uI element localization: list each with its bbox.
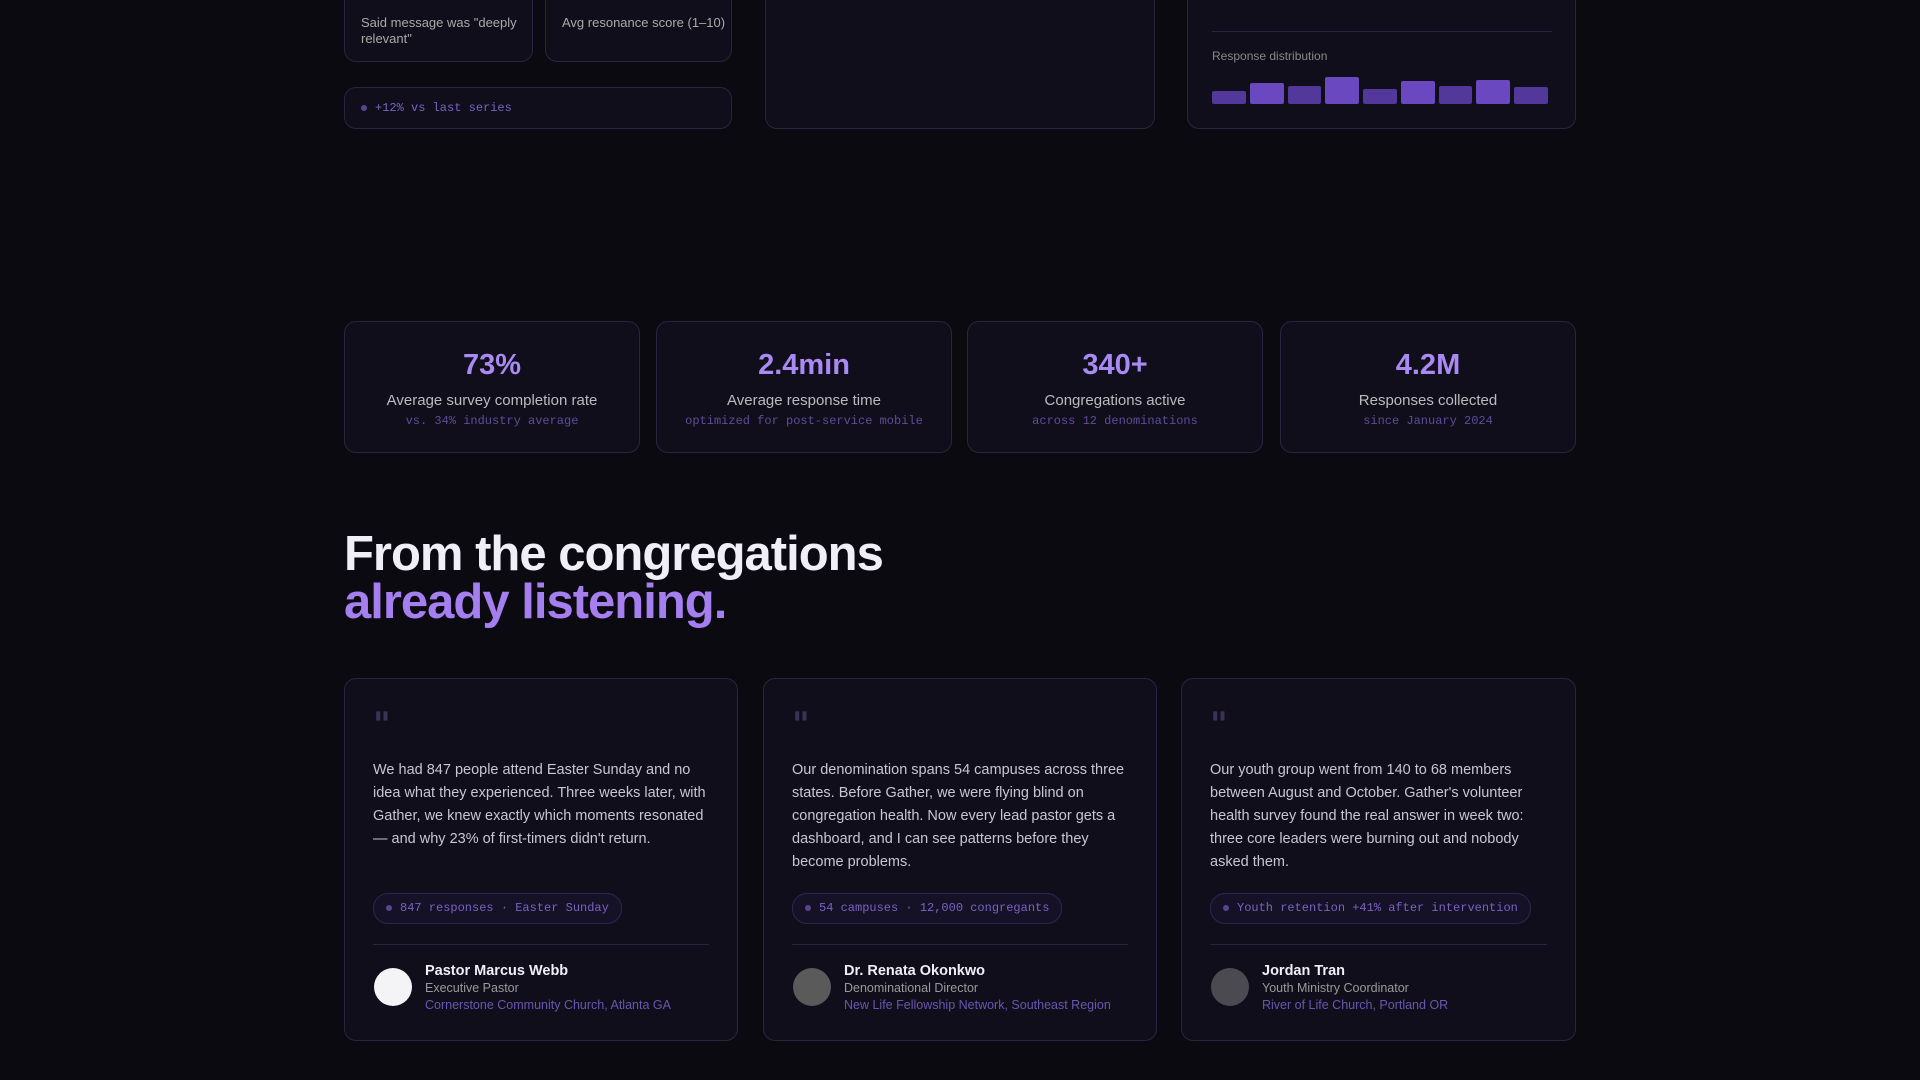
stat-note: across 12 denominations [1032, 414, 1198, 428]
tag-pill: 54 campuses · 12,000 congregants [792, 893, 1063, 924]
panel: Response distribution [1187, 0, 1576, 129]
stat-note: optimized for post-service mobile [685, 414, 923, 428]
dot [1223, 904, 1229, 911]
tag: Youth retention +41% after intervention [1237, 901, 1518, 915]
dist-label: Response distribution [1212, 49, 1328, 63]
bar [1287, 86, 1322, 104]
pill-text: +12% vs last series [361, 101, 512, 115]
role: Executive Pastor [425, 981, 519, 995]
name: Pastor Marcus Webb [425, 963, 569, 979]
org: Cornerstone Community Church, Atlanta GA [425, 998, 671, 1012]
heading-accent: already listening. [344, 575, 727, 629]
bar [1438, 86, 1473, 104]
panel [765, 0, 1155, 129]
divider [792, 944, 1128, 945]
stat-note: vs. 34% industry average [405, 414, 579, 428]
label: Said message was "deeply relevant" [361, 15, 517, 46]
bar [1476, 79, 1511, 104]
bar [1514, 87, 1548, 104]
testimonial-card: " We had 847 people attend Easter Sunday … [344, 678, 738, 1041]
stat-value: 340+ [1082, 349, 1148, 381]
quote-mark: " [373, 705, 391, 745]
stat-label: Responses collected [1358, 392, 1498, 409]
stat-value: 4.2M [1395, 349, 1461, 381]
bar [1400, 80, 1435, 104]
name: Dr. Renata Okonkwo [844, 963, 986, 979]
stat-label: Average survey completion rate [386, 392, 598, 409]
role: Denominational Director [844, 981, 979, 995]
label: Avg resonance score (1–10) [562, 15, 726, 30]
stat-card: 4.2M Responses collected since January 202… [1280, 321, 1576, 453]
name: Jordan Tran [1262, 963, 1345, 979]
bars [1212, 77, 1552, 104]
quote: Our youth group went from 140 to 68 memb… [1210, 762, 1524, 870]
top-card: Said message was "deeply relevant" [344, 0, 533, 62]
tag-pill: Youth retention +41% after intervention [1210, 893, 1531, 924]
bar [1212, 91, 1246, 104]
divider [373, 944, 709, 945]
stat-card: 2.4min Average response time optimized for… [656, 321, 952, 453]
dot [361, 104, 367, 111]
divider [1212, 31, 1552, 32]
bar [1325, 77, 1360, 104]
role: Youth Ministry Coordinator [1262, 981, 1409, 995]
bar [1249, 83, 1284, 104]
stat-card: 340+ Congregations active across 12 denomi… [967, 321, 1263, 453]
trend-pill: +12% vs last series [344, 87, 732, 129]
stat-note: since January 2024 [1363, 414, 1493, 428]
tag: 54 campuses · 12,000 congregants [819, 901, 1050, 915]
tag-pill: 847 responses · Easter Sunday [373, 893, 622, 924]
avatar [374, 968, 412, 1006]
avatar [1211, 968, 1249, 1006]
stat-label: Average response time [727, 392, 881, 409]
bar [1363, 88, 1397, 104]
quote-mark: " [792, 705, 810, 745]
divider [1210, 944, 1547, 945]
stat-value: 73% [462, 349, 522, 381]
testimonial-card: " Our youth group went from 140 to 68 mem… [1181, 678, 1576, 1041]
heading: From the congregations already listening… [344, 527, 884, 629]
avatar [793, 968, 831, 1006]
text: +12% vs last series [375, 101, 512, 115]
org: River of Life Church, Portland OR [1262, 998, 1449, 1012]
org: New Life Fellowship Network, Southeast R… [844, 998, 1111, 1012]
quote: We had 847 people attend Easter Sunday a… [373, 762, 706, 847]
stat-label: Congregations active [1044, 392, 1186, 409]
testimonial-card: " Our denomination spans 54 campuses acro… [763, 678, 1157, 1041]
dot [386, 904, 392, 911]
stat-card: 73% Average survey completion rate vs. 34%… [344, 321, 640, 453]
dot [805, 904, 811, 911]
heading-line: From the congregations [344, 527, 884, 581]
top-card: Avg resonance score (1–10) [545, 0, 732, 62]
tag: 847 responses · Easter Sunday [400, 901, 609, 915]
stat-value: 2.4min [758, 349, 850, 381]
quote-mark: " [1210, 705, 1228, 745]
quote: Our denomination spans 54 campuses acros… [792, 762, 1125, 870]
